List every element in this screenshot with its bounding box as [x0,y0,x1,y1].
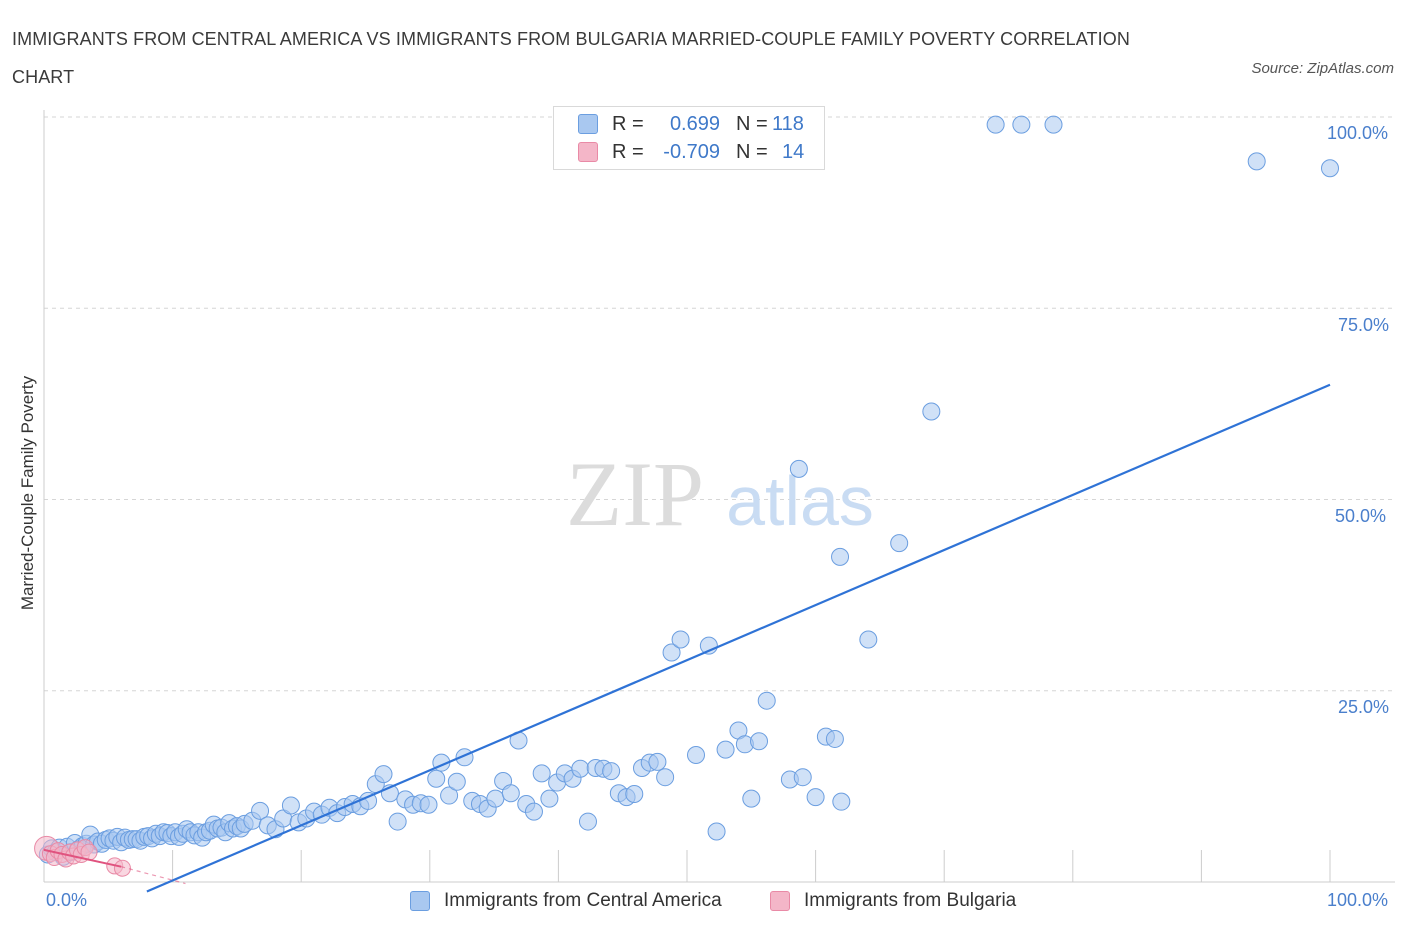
y-tick-label-75: 75.0% [1338,315,1390,335]
central-america-point [440,786,459,805]
y-axis-label: Married-Couple Family Poverty [18,375,37,611]
legend-r-label: R = [612,140,644,163]
central-america-point [757,691,776,710]
central-america-point [532,764,551,783]
central-america-point [374,765,393,784]
central-america-point [662,643,681,662]
bottom-legend-label: Immigrants from Central America [444,890,722,911]
legend-r-label: R = [612,112,644,135]
axis-layer [43,110,1395,883]
legend-r-value: -0.709 [663,140,720,163]
central-america-point [486,789,505,808]
correlation-legend: R = 0.699 N = 118 R = -0.709 N = 14 [553,106,825,170]
y-tick-label-25: 25.0% [1338,697,1390,717]
central-america-point [986,115,1005,134]
central-america-point [716,740,735,759]
central-america-point [831,547,850,566]
central-america-point [1247,152,1266,171]
central-america-point [742,789,761,808]
central-america-point [859,630,878,649]
central-america-point [832,792,851,811]
x-tick-label-100: 100.0% [1327,890,1389,910]
central-america-point [388,812,407,831]
grid-layer [44,116,1395,692]
central-america-point [825,729,844,748]
trend-layer [43,383,1331,893]
central-america-point [1012,115,1031,134]
central-america-point [427,769,446,788]
central-america-point [656,768,675,787]
central-america-point [281,796,300,815]
bottom-legend-bulgaria: Immigrants from Bulgaria [770,890,1016,912]
bottom-legend-swatch-pink [770,891,790,911]
legend-n-value: 14 [782,140,805,163]
legend-row-bulgaria: R = -0.709 N = 14 [578,140,804,164]
central-america-point [251,801,270,820]
y-tick-label-100: 100.0% [1327,123,1389,143]
legend-swatch-pink [578,142,598,162]
chart-title: IMMIGRANTS FROM CENTRAL AMERICA VS IMMIG… [12,29,1130,87]
legend-r-value: 0.699 [669,112,720,135]
legend-n-label: N = [736,112,768,135]
central-america-point [571,759,590,778]
central-america-point [648,752,667,771]
central-america-point [524,802,543,821]
central-america-point [922,402,941,421]
legend-n-label: N = [736,140,768,163]
central-america-trendline [146,383,1331,893]
bulgaria-trendline-extension [121,866,186,885]
central-america-point [806,788,825,807]
source-label: Source: ZipAtlas.com [1251,60,1394,77]
y-tick-label-50: 50.0% [1335,506,1387,526]
central-america-point [671,630,690,649]
x-tick-label-0: 0.0% [46,890,88,910]
central-america-point [750,732,769,751]
central-america-point [501,784,520,803]
central-america-point [1321,159,1339,178]
bottom-legend-swatch-blue [410,891,430,911]
watermark-zip: ZIP [566,443,704,545]
central-america-point [578,812,597,831]
bottom-legend-central-america: Immigrants from Central America [410,890,722,912]
central-america-point [602,762,621,781]
central-america-point [890,534,909,553]
legend-swatch-blue [578,114,598,134]
central-america-point [447,772,466,791]
bulgaria-point [113,859,131,877]
central-america-point [1044,115,1063,134]
central-america-point [687,746,706,765]
legend-row-central-america: R = 0.699 N = 118 [578,112,804,136]
central-america-point [540,789,559,808]
bulgaria-trendline [43,848,122,868]
central-america-points [38,115,1339,866]
central-america-point [707,822,726,841]
central-america-point [419,795,438,814]
central-america-point [789,459,808,478]
central-america-point [625,785,644,804]
legend-n-value: 118 [772,112,804,135]
bottom-legend-label: Immigrants from Bulgaria [804,890,1017,911]
central-america-point [793,768,812,787]
watermark: ZIP atlas [566,443,874,545]
